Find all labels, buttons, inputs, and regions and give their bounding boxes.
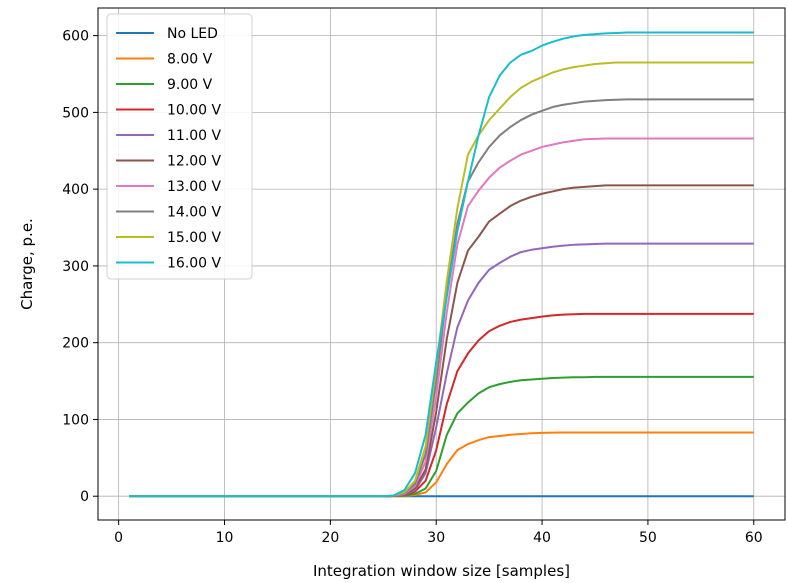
legend-label: 8.00 V [167,52,213,68]
legend-label: 9.00 V [167,77,213,93]
legend-label: 16.00 V [167,256,222,272]
y-tick-label: 500 [62,105,89,121]
x-tick-label: 0 [114,530,123,546]
x-tick-label: 60 [745,530,763,546]
plot-frame [97,7,786,521]
legend-label: No LED [167,26,218,42]
series-line-9 [129,31,754,498]
series-line-2 [129,375,754,498]
legend-label: 12.00 V [167,154,222,170]
x-tick-label: 50 [639,530,657,546]
x-tick-label: 10 [216,530,234,546]
legend: No LED 8.00 V 9.00 V 10.00 V 11.00 V 12.00 V 1… [106,13,253,280]
legend-label: 13.00 V [167,179,222,195]
y-tick-label: 100 [62,412,89,428]
legend-label: 10.00 V [167,103,222,119]
x-tick-label: 20 [321,530,339,546]
legend-label: 11.00 V [167,128,222,144]
x-tick-label: 40 [533,530,551,546]
x-axis-label: Integration window size [samples] [313,562,570,580]
y-tick-label: 300 [62,259,89,275]
series-lines [129,31,754,498]
series-line-1 [129,431,754,498]
y-tick-label: 0 [80,489,89,505]
legend-box [106,13,253,280]
x-tick-label: 30 [427,530,445,546]
y-axis-label: Charge, p.e. [18,218,36,310]
y-tick-label: 600 [62,29,89,45]
legend-label: 14.00 V [167,205,222,221]
y-tick-label: 200 [62,336,89,352]
y-tick-label: 400 [62,182,89,198]
legend-label: 15.00 V [167,230,222,246]
